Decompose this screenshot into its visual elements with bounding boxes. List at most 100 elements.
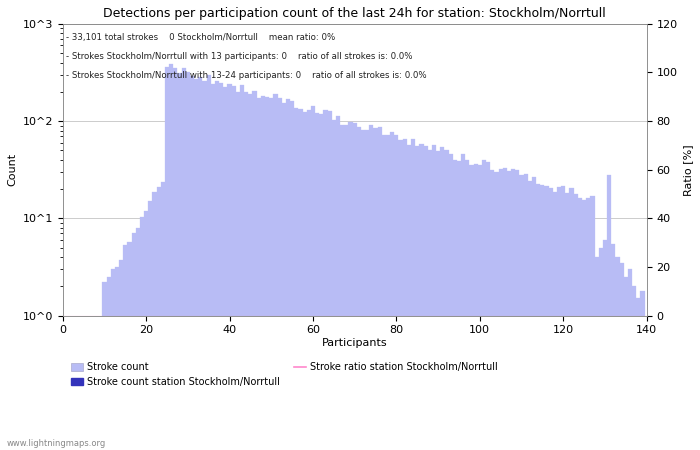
- Bar: [386, 135, 390, 450]
- Bar: [428, 149, 432, 450]
- Bar: [223, 87, 228, 450]
- Bar: [394, 135, 398, 450]
- Bar: [632, 286, 636, 450]
- Bar: [377, 127, 382, 450]
- Bar: [340, 125, 344, 450]
- Bar: [102, 282, 106, 450]
- Bar: [228, 84, 232, 450]
- Bar: [123, 245, 127, 450]
- Bar: [115, 267, 119, 450]
- Text: - Strokes Stockholm/Norrtull with 13-24 participants: 0    ratio of all strokes : - Strokes Stockholm/Norrtull with 13-24 …: [66, 71, 426, 80]
- Bar: [570, 188, 574, 450]
- Bar: [302, 112, 307, 450]
- Bar: [398, 140, 402, 450]
- Bar: [474, 164, 477, 450]
- Y-axis label: Ratio [%]: Ratio [%]: [683, 144, 693, 195]
- Bar: [219, 83, 223, 450]
- Bar: [461, 154, 466, 450]
- Bar: [119, 260, 123, 450]
- Bar: [594, 257, 598, 450]
- Bar: [323, 110, 328, 450]
- Bar: [194, 79, 198, 450]
- Bar: [466, 160, 470, 450]
- Bar: [270, 98, 274, 450]
- Bar: [444, 149, 449, 450]
- Bar: [449, 154, 453, 450]
- Bar: [328, 112, 332, 450]
- Bar: [307, 110, 311, 450]
- Bar: [261, 96, 265, 450]
- Bar: [298, 108, 302, 450]
- Bar: [486, 162, 490, 450]
- Bar: [336, 116, 340, 450]
- Bar: [436, 151, 440, 450]
- Bar: [524, 174, 528, 450]
- Bar: [582, 200, 586, 450]
- Bar: [349, 122, 353, 450]
- Bar: [557, 187, 561, 450]
- Bar: [361, 130, 365, 450]
- Bar: [148, 201, 153, 450]
- Bar: [432, 144, 436, 450]
- Bar: [353, 123, 357, 450]
- Bar: [165, 67, 169, 450]
- Bar: [640, 291, 645, 450]
- Bar: [111, 269, 115, 450]
- Bar: [578, 198, 582, 450]
- Bar: [598, 248, 603, 450]
- Bar: [281, 104, 286, 450]
- Bar: [232, 86, 236, 450]
- Bar: [407, 145, 411, 450]
- X-axis label: Participants: Participants: [322, 338, 388, 348]
- Bar: [198, 77, 202, 450]
- Bar: [144, 212, 148, 450]
- Bar: [424, 146, 428, 450]
- Bar: [415, 146, 419, 450]
- Bar: [390, 132, 394, 450]
- Text: - Strokes Stockholm/Norrtull with 13 participants: 0    ratio of all strokes is:: - Strokes Stockholm/Norrtull with 13 par…: [66, 52, 412, 61]
- Bar: [411, 139, 415, 450]
- Bar: [181, 68, 186, 450]
- Bar: [253, 91, 257, 450]
- Legend: Stroke count, Stroke count station Stockholm/Norrtull, Stroke ratio station Stoc: Stroke count, Stroke count station Stock…: [68, 358, 502, 391]
- Bar: [453, 160, 457, 450]
- Bar: [615, 257, 620, 450]
- Bar: [215, 81, 219, 450]
- Bar: [257, 98, 261, 450]
- Bar: [186, 72, 190, 450]
- Bar: [206, 75, 211, 450]
- Title: Detections per participation count of the last 24h for station: Stockholm/Norrtu: Detections per participation count of th…: [104, 7, 606, 20]
- Bar: [586, 198, 590, 450]
- Bar: [106, 277, 111, 450]
- Bar: [440, 147, 444, 450]
- Bar: [244, 92, 248, 450]
- Bar: [574, 194, 578, 450]
- Bar: [248, 94, 253, 450]
- Bar: [290, 101, 294, 450]
- Bar: [498, 169, 503, 450]
- Bar: [402, 139, 407, 450]
- Bar: [620, 263, 624, 450]
- Bar: [157, 187, 161, 450]
- Bar: [549, 188, 553, 450]
- Bar: [286, 99, 290, 450]
- Bar: [540, 184, 545, 450]
- Y-axis label: Count: Count: [7, 153, 17, 186]
- Bar: [319, 114, 323, 450]
- Bar: [603, 240, 607, 450]
- Bar: [470, 165, 474, 450]
- Bar: [153, 192, 157, 450]
- Bar: [140, 217, 144, 450]
- Bar: [477, 165, 482, 450]
- Bar: [211, 84, 215, 450]
- Bar: [607, 175, 611, 450]
- Bar: [344, 125, 349, 450]
- Bar: [624, 277, 628, 450]
- Bar: [457, 161, 461, 450]
- Bar: [545, 186, 549, 450]
- Bar: [519, 176, 524, 450]
- Bar: [532, 177, 536, 450]
- Bar: [161, 182, 165, 450]
- Bar: [503, 168, 507, 450]
- Bar: [370, 126, 374, 450]
